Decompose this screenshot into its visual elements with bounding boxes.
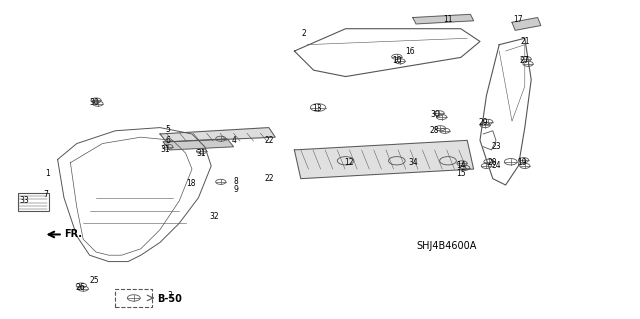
Text: 15: 15 [456, 169, 466, 178]
Text: 16: 16 [404, 47, 415, 56]
Text: 30: 30 [430, 110, 440, 119]
Text: 7: 7 [44, 190, 49, 199]
Text: 10: 10 [392, 56, 402, 65]
Text: 27: 27 [520, 56, 530, 65]
Polygon shape [294, 140, 474, 179]
Text: 30: 30 [90, 98, 100, 107]
Text: 22: 22 [264, 174, 273, 183]
Text: 22: 22 [264, 136, 273, 145]
Text: FR.: FR. [64, 229, 82, 239]
Text: 19: 19 [516, 158, 527, 167]
Polygon shape [163, 139, 234, 150]
Text: 24: 24 [491, 161, 501, 170]
Text: 1: 1 [45, 169, 51, 178]
Text: B-50: B-50 [157, 294, 182, 304]
Text: 28: 28 [429, 126, 438, 135]
Text: 17: 17 [513, 15, 524, 24]
Text: 3: 3 [167, 291, 172, 300]
Text: 12: 12 [344, 158, 353, 167]
Polygon shape [160, 128, 275, 142]
Text: 31: 31 [196, 149, 207, 158]
Text: 32: 32 [209, 212, 220, 221]
Text: 13: 13 [312, 104, 322, 113]
Text: 23: 23 [491, 142, 501, 151]
Text: 4: 4 [231, 136, 236, 145]
Text: 2: 2 [301, 29, 307, 38]
Text: 18: 18 [186, 179, 195, 188]
Text: 21: 21 [520, 37, 529, 46]
Text: 20: 20 [488, 158, 498, 167]
Bar [18, 193, 49, 211]
Text: 9: 9 [233, 185, 238, 194]
Text: 6: 6 [165, 136, 170, 145]
Text: 11: 11 [444, 15, 452, 24]
Text: 33: 33 [19, 197, 29, 205]
Text: 29: 29 [478, 118, 488, 127]
Text: 25: 25 [90, 276, 100, 285]
Text: 34: 34 [408, 158, 418, 167]
Polygon shape [512, 18, 541, 30]
Text: 8: 8 [233, 177, 238, 186]
FancyBboxPatch shape [115, 289, 152, 307]
Text: SHJ4B4600A: SHJ4B4600A [417, 241, 477, 251]
Text: 14: 14 [456, 161, 466, 170]
Text: 26: 26 [75, 283, 85, 292]
Text: 31: 31 [160, 145, 170, 154]
Polygon shape [413, 14, 474, 24]
Text: 5: 5 [165, 125, 170, 134]
